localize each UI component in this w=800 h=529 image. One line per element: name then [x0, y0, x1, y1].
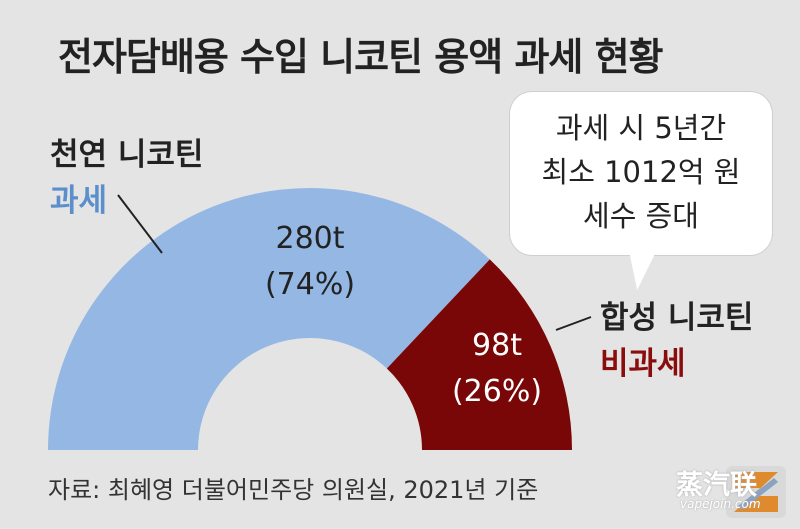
leader-line — [555, 316, 592, 331]
watermark-url: vapejoin.com — [680, 497, 761, 511]
watermark-text: 蒸汽联 — [676, 470, 757, 501]
slice-percent-label: (74%) — [265, 267, 355, 302]
donut-slice — [386, 259, 572, 450]
natural-nicotine-status: 과세 — [50, 183, 108, 219]
callout-text: 과세 시 5년간 최소 1012억 원 세수 증대 — [510, 106, 772, 238]
callout-tail — [623, 250, 657, 290]
slice-value-label: 280t — [275, 221, 344, 256]
chart-title: 전자담배용 수입 니코틴 용액 과세 현황 — [58, 35, 664, 79]
callout-bubble — [510, 92, 772, 255]
slice-value-label: 98t — [472, 328, 522, 363]
callout-line: 세수 증대 — [583, 199, 699, 233]
natural-nicotine-label: 천연 니코틴 과세 — [50, 132, 203, 224]
natural-nicotine-name: 천연 니코틴 — [50, 137, 204, 173]
source-note: 자료: 최혜영 더불어민주당 의원실, 2021년 기준 — [48, 476, 539, 504]
callout-line: 최소 1012억 원 — [541, 155, 741, 189]
synthetic-nicotine-status: 비과세 — [600, 346, 686, 382]
watermark-logo-icon — [726, 466, 786, 518]
leader-line — [117, 194, 163, 254]
slice-percent-label: (26%) — [452, 374, 542, 409]
donut-slice — [48, 187, 490, 450]
callout-line: 과세 시 5년간 — [555, 111, 727, 145]
synthetic-nicotine-name: 합성 니코틴 — [600, 300, 754, 336]
synthetic-nicotine-label: 합성 니코틴 비과세 — [600, 295, 753, 387]
